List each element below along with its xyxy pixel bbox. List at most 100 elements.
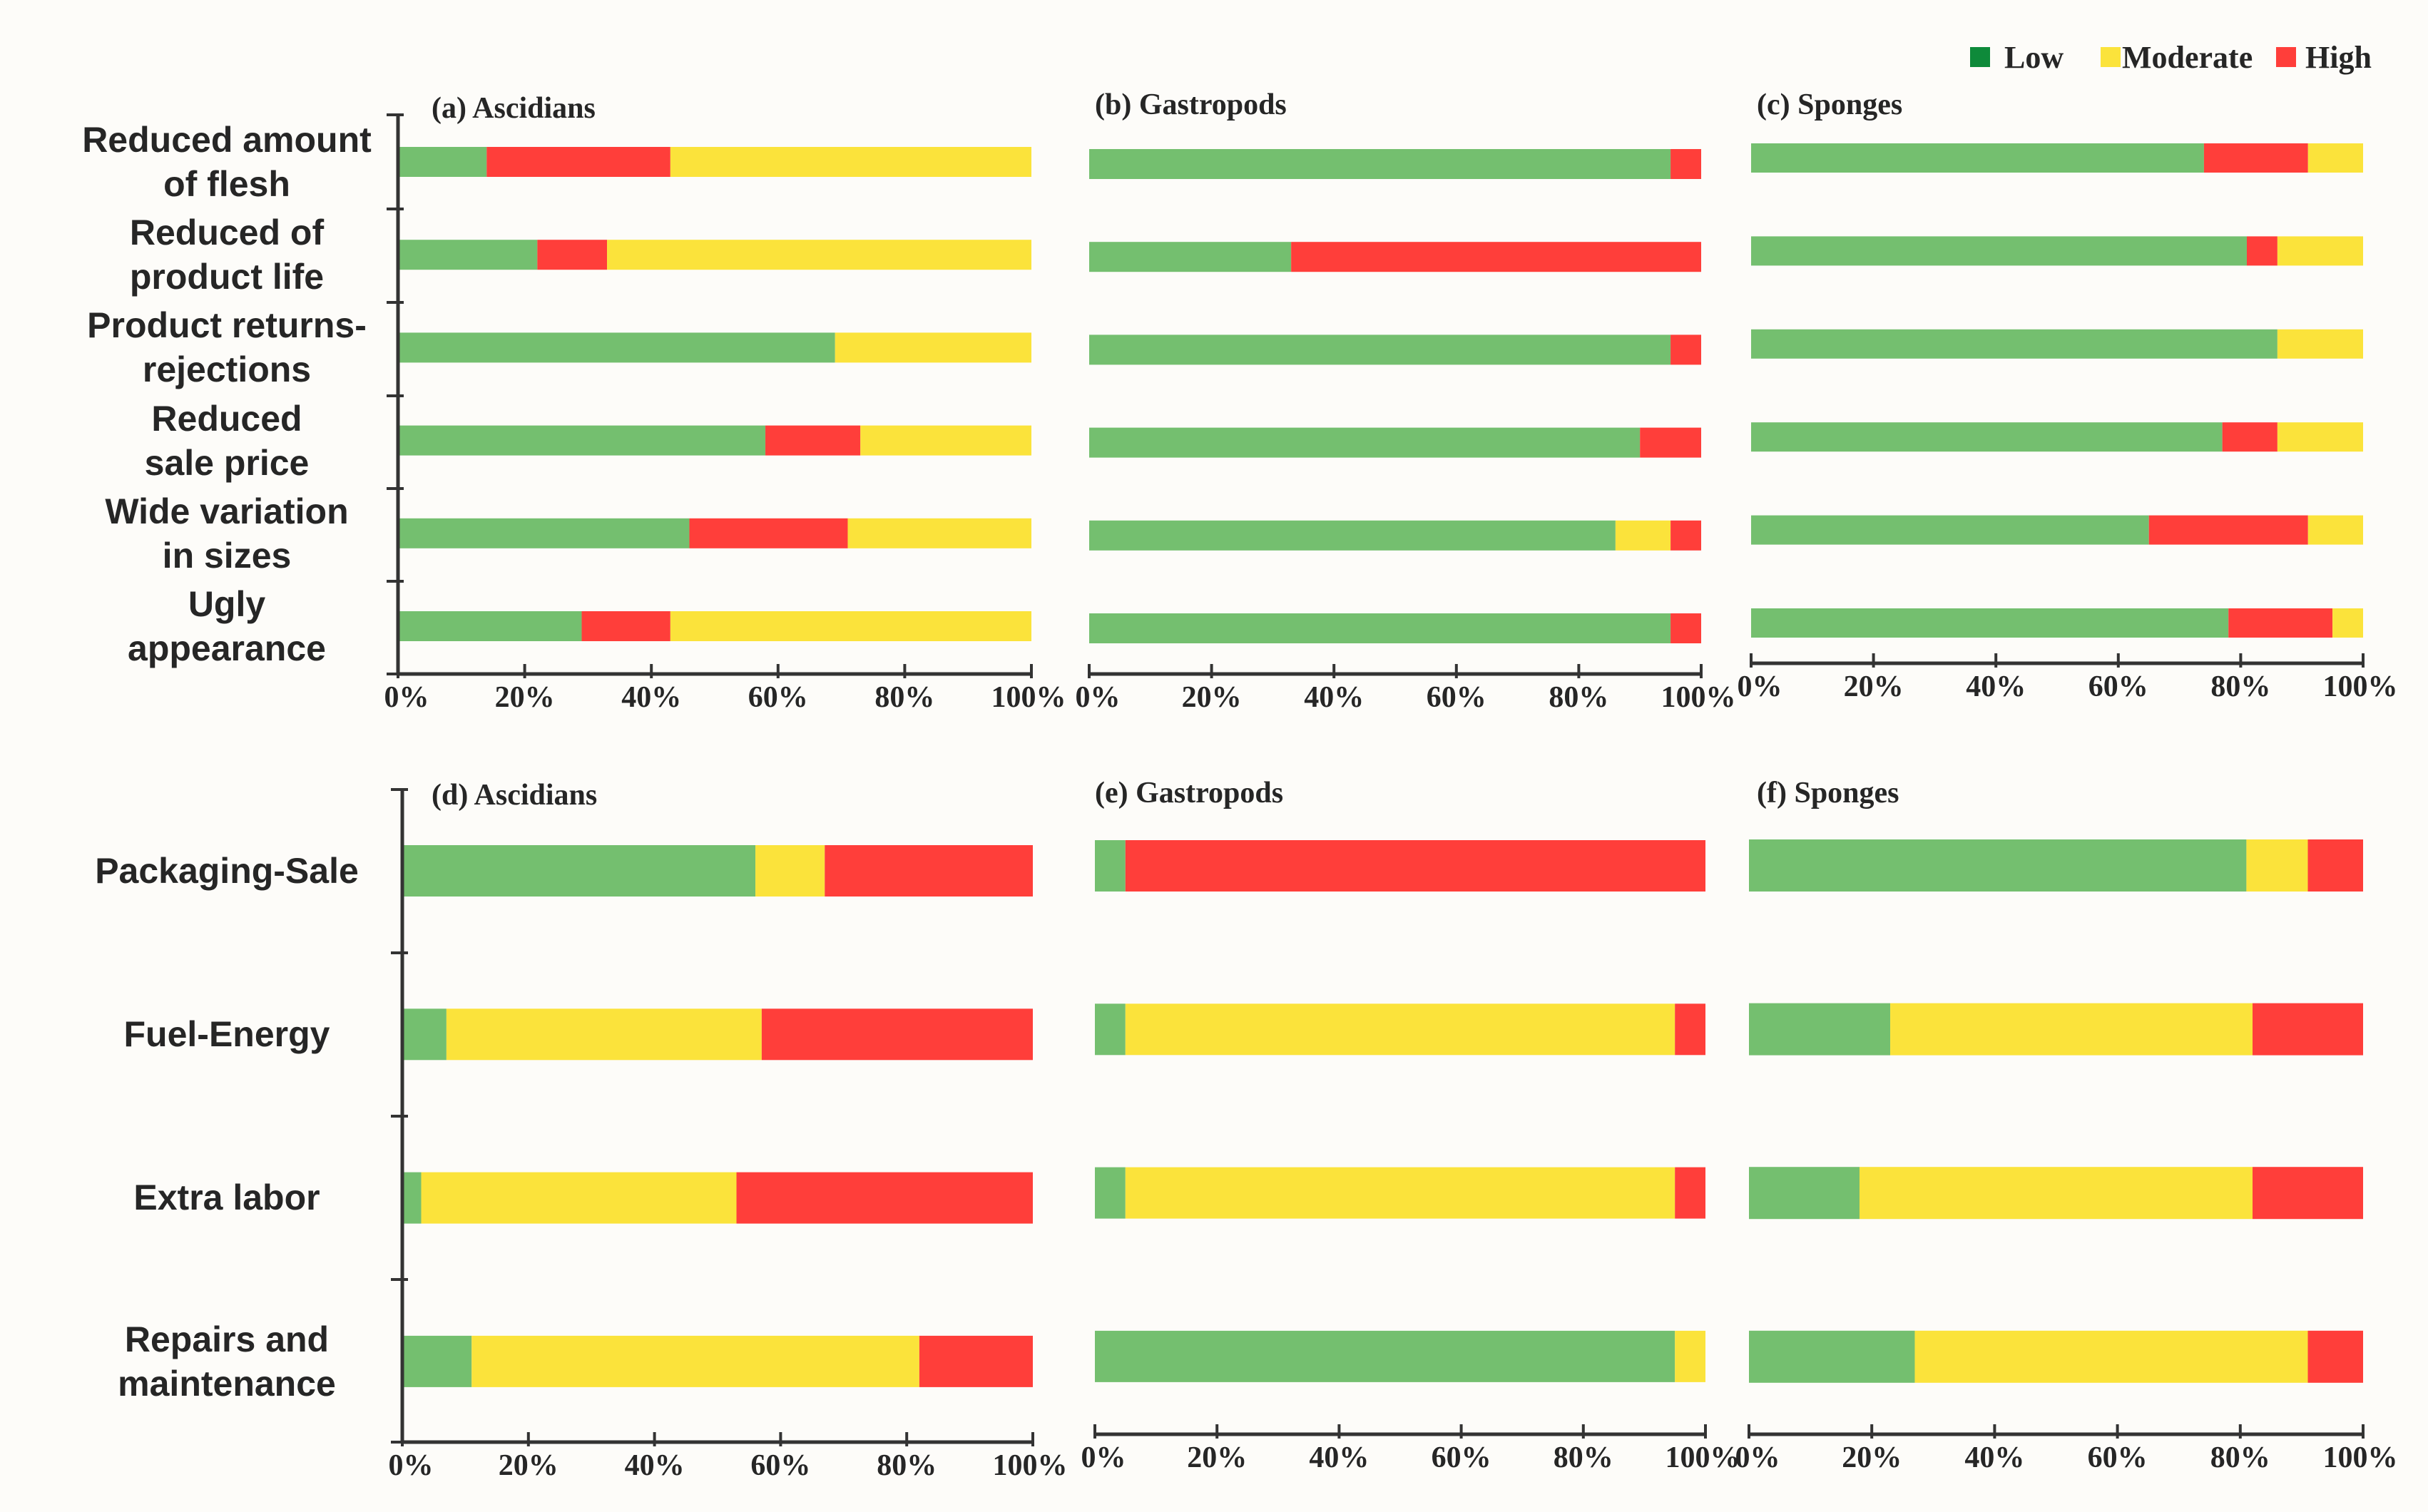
x-tick-label: 40% [621,681,681,714]
x-tick-label: 80% [2210,670,2270,703]
x-tick-label: 40% [1964,1441,2024,1474]
bar-segment-low [1089,613,1671,643]
legend-swatch [2276,47,2296,67]
bar-segment-low [398,425,766,456]
legend-label: High [2305,40,2372,75]
bar-segment-low [1751,515,2149,545]
x-tick-label: 100% [993,1449,1068,1482]
legend-label: Low [2004,40,2064,75]
bar-segment-high [1675,1003,1705,1056]
category-label: Fuel-Energy [124,1014,330,1054]
bar-segment-low [1749,1330,1915,1383]
bar-segment-high [825,845,1033,897]
category-label: Product returns- [87,305,367,345]
x-tick-label: 100% [1661,681,1736,714]
bar-row [1095,1330,1705,1382]
bar-segment-low [402,1335,472,1387]
bar-segment-low [1089,242,1292,272]
x-tick-label: 100% [2323,670,2398,703]
category-label: product life [130,257,324,297]
bar-row [1089,334,1701,365]
panel-f: (f) Sponges 0% 20% 40% 60% 80% 100% [1735,777,2398,1474]
bar-segment-moderate [860,425,1031,456]
bar-segment-moderate [2332,608,2363,638]
bar-segment-low [402,845,756,897]
bar-segment-low [1095,840,1126,892]
bar-row [398,425,1031,456]
bar-segment-high [2253,1167,2363,1220]
bar-row [1749,1167,2363,1220]
legend-item-moderate: Moderate [2101,40,2253,75]
bar-segment-low [1751,236,2247,266]
legend-item-high: High [2276,40,2372,75]
bar-row [402,1335,1033,1387]
bar-segment-moderate [2246,839,2308,892]
category-label: Reduced [151,399,302,439]
x-tick-label: 60% [748,681,808,714]
bar-segment-low [1749,839,2247,892]
bar-segment-high [765,425,861,456]
x-tick-label: 20% [1182,681,1242,714]
bar-row [1089,520,1701,551]
x-tick-label: 80% [2210,1441,2270,1474]
bar-segment-moderate [2307,515,2363,545]
bar-segment-moderate [835,332,1031,363]
bar-segment-moderate [1675,1330,1705,1382]
bar-segment-moderate [2307,143,2363,173]
x-tick-label: 60% [1427,681,1486,714]
bar-row [402,1008,1033,1061]
bar-segment-moderate [1859,1167,2253,1220]
bar-segment-moderate [446,1008,762,1061]
bar-row [398,147,1031,177]
bar-segment-low [1749,1003,1891,1056]
bar-row [1089,242,1701,272]
bar-segment-low [1751,143,2204,173]
bar-segment-high [1670,520,1701,551]
bar-segment-moderate [1615,520,1671,551]
bar-segment-low [1089,149,1671,179]
bar-segment-high [2307,839,2363,892]
bar-segment-moderate [755,845,825,897]
bar-row [1089,149,1701,179]
bar-segment-high [761,1008,1033,1061]
x-tick-label: 0% [1735,1441,1780,1474]
x-tick-label: 60% [2088,670,2148,703]
bar-segment-moderate [1125,1003,1675,1056]
legend-label: Moderate [2122,40,2253,75]
bar-segment-moderate [2277,236,2363,266]
x-tick-label: 0% [384,681,429,714]
panel-title: (b) Gastropods [1095,88,1287,121]
bar-segment-moderate [1890,1003,2253,1056]
bar-segment-high [2246,236,2277,266]
bar-row [1749,1003,2363,1056]
bar-segment-high [1670,149,1701,179]
panel-title: (e) Gastropods [1095,777,1283,809]
bar-segment-moderate [607,240,1031,270]
bar-row [1751,422,2363,452]
x-tick-label: 80% [874,681,934,714]
bar-segment-moderate [2277,329,2363,359]
bar-segment-low [1751,422,2223,452]
x-tick-label: 40% [625,1449,685,1482]
panel-c: (c) Sponges 0% 20% 40% 60% 80% 100% [1738,88,2398,703]
bar-segment-low [1751,329,2277,359]
x-tick-label: 40% [1966,670,2026,703]
x-tick-label: 20% [499,1449,558,1482]
x-tick-label: 80% [1554,1441,1613,1474]
bar-segment-low [1095,1330,1675,1382]
x-tick-label: 60% [1432,1441,1491,1474]
bar-segment-low [1089,520,1616,551]
bar-segment-low [1751,608,2229,638]
bar-row [1751,236,2363,266]
bar-segment-high [1640,427,1701,458]
bar-segment-high [2203,143,2308,173]
panel-title: (f) Sponges [1757,777,1899,809]
bar-row [398,332,1031,363]
category-label: in sizes [163,536,292,576]
bar-row [1751,608,2363,638]
bar-segment-moderate [847,518,1031,548]
bar-segment-high [1670,613,1701,643]
